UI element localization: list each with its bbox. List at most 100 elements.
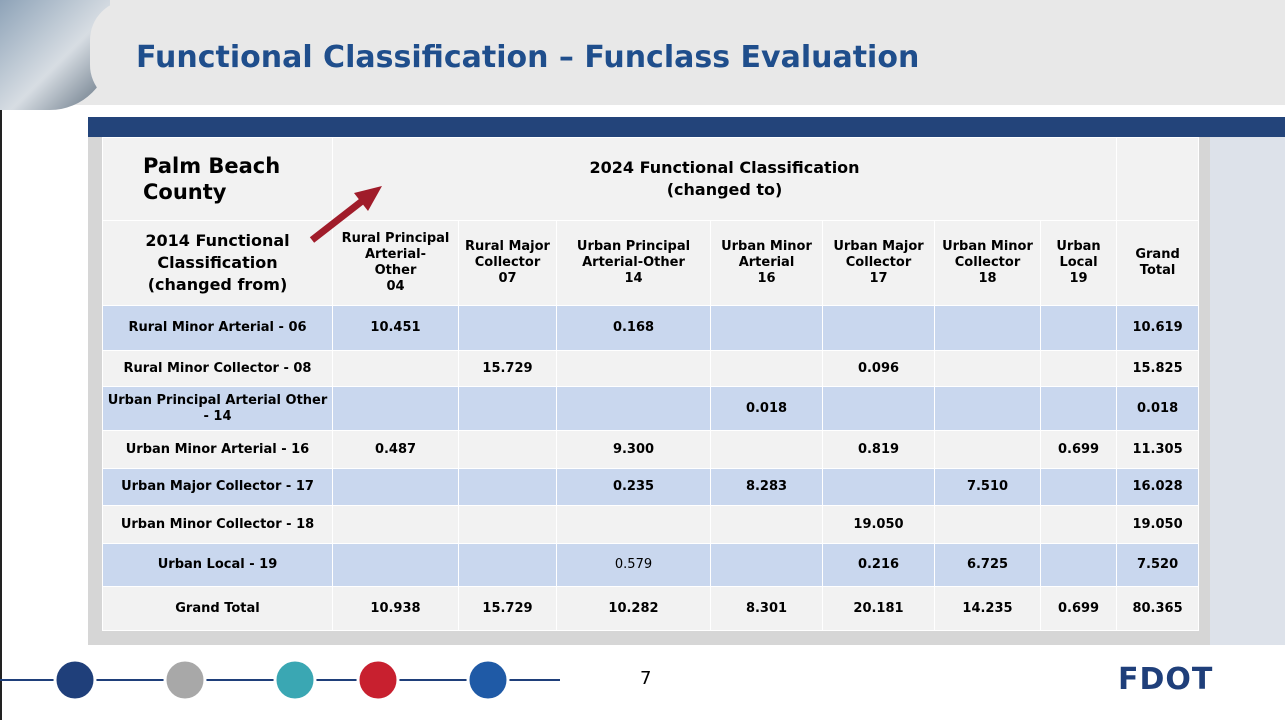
- table-cell: [935, 306, 1041, 351]
- text-line: Rural Principal: [337, 231, 454, 247]
- table-cell: [459, 306, 557, 351]
- column-header: Urban MinorArterial16: [711, 221, 823, 306]
- text-line: Urban Major: [827, 239, 930, 255]
- row-label: Urban Major Collector - 17: [103, 469, 333, 506]
- text-line: 2014 Functional: [107, 230, 328, 252]
- table-cell: [711, 351, 823, 387]
- icon-sign: [468, 660, 508, 700]
- column-header: Rural MajorCollector07: [459, 221, 557, 306]
- text-line: Rural Major: [463, 239, 552, 255]
- page: {"header": {"title": "Functional Classif…: [0, 0, 1285, 721]
- table-cell: [1041, 306, 1117, 351]
- text-line: (changed to): [337, 179, 1112, 201]
- group-header: 2024 Functional Classification(changed t…: [333, 138, 1117, 221]
- table-cell: 11.305: [1117, 431, 1199, 469]
- column-header: UrbanLocal19: [1041, 221, 1117, 306]
- text-line: 18: [939, 271, 1036, 287]
- table-cell: 0.819: [823, 431, 935, 469]
- table-cell: [711, 506, 823, 544]
- header-row: Palm BeachCounty2024 Functional Classifi…: [103, 138, 1199, 221]
- table-cell: 14.235: [935, 587, 1041, 631]
- table-cell: [1041, 387, 1117, 431]
- header-blank: [1117, 138, 1199, 221]
- column-header: GrandTotal: [1117, 221, 1199, 306]
- row-label: Grand Total: [103, 587, 333, 631]
- table-cell: 10.938: [333, 587, 459, 631]
- table-cell: 16.028: [1117, 469, 1199, 506]
- table-cell: [823, 469, 935, 506]
- text-line: County: [143, 179, 328, 205]
- table-cell: 10.619: [1117, 306, 1199, 351]
- table-cell: [557, 387, 711, 431]
- text-line: Urban Principal: [561, 239, 706, 255]
- table-cell: 0.235: [557, 469, 711, 506]
- row-label: Rural Minor Collector - 08: [103, 351, 333, 387]
- table-cell: [935, 387, 1041, 431]
- table-cell: [1041, 544, 1117, 587]
- row-label: Urban Minor Collector - 18: [103, 506, 333, 544]
- table-cell: [333, 351, 459, 387]
- row-label: Urban Minor Arterial - 16: [103, 431, 333, 469]
- table-cell: 0.487: [333, 431, 459, 469]
- logo: FDOT: [1118, 662, 1213, 697]
- icon-truck: [165, 660, 205, 700]
- table-cell: [935, 351, 1041, 387]
- table-cell: 10.282: [557, 587, 711, 631]
- text-line: Collector: [939, 255, 1036, 271]
- table-cell: [333, 469, 459, 506]
- table-cell: [459, 506, 557, 544]
- table-row: Urban Principal Arterial Other - 14 0.018…: [103, 387, 1199, 431]
- table-cell: [935, 431, 1041, 469]
- text-line: Grand: [1121, 247, 1194, 263]
- row-label: Urban Local - 19: [103, 544, 333, 587]
- table-row: Urban Minor Collector - 18 19.050 19.050: [103, 506, 1199, 544]
- row-label: Urban Principal Arterial Other - 14: [103, 387, 333, 431]
- accent-band: [88, 117, 1285, 137]
- table-cell: 0.096: [823, 351, 935, 387]
- page-number: 7: [640, 668, 651, 689]
- column-header: Rural PrincipalArterial-Other04: [333, 221, 459, 306]
- table-cell: 0.168: [557, 306, 711, 351]
- table-cell: 7.520: [1117, 544, 1199, 587]
- table-cell: 0.018: [1117, 387, 1199, 431]
- table-cell: 80.365: [1117, 587, 1199, 631]
- slide-title: Functional Classification – Funclass Eva…: [136, 40, 919, 75]
- table-cell: 0.579: [557, 544, 711, 587]
- table-cell: [935, 506, 1041, 544]
- table-cell: [459, 544, 557, 587]
- table-cell: [459, 387, 557, 431]
- text-line: Arterial-Other: [561, 255, 706, 271]
- table-cell: [1041, 506, 1117, 544]
- table-cell: 19.050: [1117, 506, 1199, 544]
- table-cell: 0.699: [1041, 431, 1117, 469]
- text-line: 16: [715, 271, 818, 287]
- table-cell: [557, 351, 711, 387]
- text-line: 07: [463, 271, 552, 287]
- table-cell: 10.451: [333, 306, 459, 351]
- icon-map: [275, 660, 315, 700]
- table-cell: [1041, 469, 1117, 506]
- text-line: Other: [337, 263, 454, 279]
- table-cell: 0.216: [823, 544, 935, 587]
- table-cell: 0.018: [711, 387, 823, 431]
- table-cell: 8.301: [711, 587, 823, 631]
- text-line: Urban: [1045, 239, 1112, 255]
- table-cell: [1041, 351, 1117, 387]
- table-cell: 15.825: [1117, 351, 1199, 387]
- text-line: Collector: [827, 255, 930, 271]
- table-cell: 8.283: [711, 469, 823, 506]
- table-cell: 0.699: [1041, 587, 1117, 631]
- table-cell: [557, 506, 711, 544]
- table-cell: [711, 431, 823, 469]
- table-cell: 19.050: [823, 506, 935, 544]
- table-cell: [459, 469, 557, 506]
- text-line: 14: [561, 271, 706, 287]
